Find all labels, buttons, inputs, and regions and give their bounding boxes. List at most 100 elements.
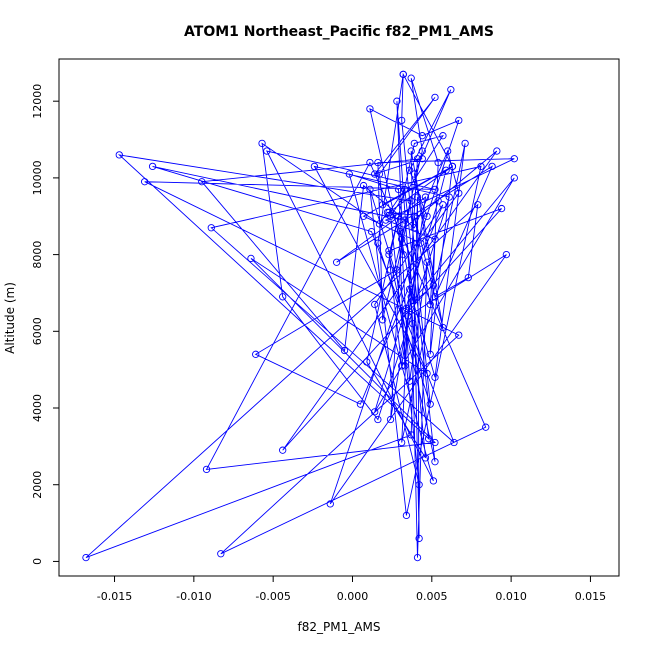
data-point (378, 316, 387, 324)
data-point (431, 438, 439, 447)
data-point (386, 266, 395, 274)
data-point (488, 162, 496, 171)
data-point (510, 155, 518, 163)
data-point (217, 550, 225, 558)
data-point (455, 331, 463, 339)
data-point (418, 147, 426, 155)
data-point (310, 162, 319, 171)
data-point (444, 147, 452, 155)
data-point (394, 212, 403, 220)
data-point (415, 481, 423, 489)
x-tick-label: 0.005 (416, 590, 448, 603)
data-point (497, 204, 506, 213)
data-point (455, 116, 463, 125)
data-point (450, 438, 458, 447)
data-point (198, 178, 206, 186)
data-point (148, 162, 157, 171)
data-point (429, 477, 438, 485)
data-point (429, 281, 438, 289)
data-point (279, 293, 287, 301)
data-point (439, 323, 447, 332)
data-point (398, 116, 406, 125)
data-point (385, 247, 393, 255)
plot-frame (58, 58, 620, 577)
x-axis: -0.015 -0.010 -0.005 0.000 0.005 0.010 0.015 (97, 575, 606, 603)
data-point (410, 224, 419, 232)
x-tick-label: -0.005 (255, 590, 290, 603)
data-point (442, 166, 450, 174)
data-point (374, 415, 382, 424)
data-point (398, 362, 406, 370)
data-point (448, 162, 457, 171)
x-tick-label: 0.010 (495, 590, 527, 603)
data-point (426, 400, 434, 408)
data-point (447, 86, 455, 94)
data-point (386, 212, 395, 220)
data-point (359, 181, 368, 190)
data-point (424, 435, 433, 443)
data-point (399, 70, 407, 78)
data-point (407, 74, 415, 82)
y-tick-label: 0 (31, 558, 44, 565)
data-point (367, 227, 376, 236)
data-point (366, 185, 374, 194)
data-point (356, 400, 365, 408)
data-point (477, 162, 485, 171)
data-point (423, 258, 431, 266)
y-axis: 0 2000 4000 6000 8000 10000 12000 (31, 84, 60, 565)
data-point (402, 304, 411, 312)
data-point (374, 158, 382, 167)
data-point (426, 350, 434, 358)
data-point (431, 458, 439, 466)
series-polyline (85, 72, 515, 559)
data-point (493, 147, 501, 155)
data-point (409, 319, 417, 328)
x-axis-label: f82_PM1_AMS (298, 620, 381, 634)
data-point (502, 250, 511, 259)
data-point (410, 139, 419, 148)
data-point (421, 454, 430, 462)
y-tick-label: 10000 (31, 160, 44, 195)
data-point (407, 431, 415, 439)
data-point (423, 212, 431, 220)
data-point (401, 216, 409, 224)
data-point (418, 132, 426, 140)
data-point (407, 197, 415, 205)
data-point (374, 239, 382, 247)
data-point (445, 193, 453, 201)
data-point (263, 147, 271, 155)
data-point (393, 97, 401, 105)
data-point (396, 227, 404, 236)
data-point (404, 312, 412, 320)
series-line (85, 72, 515, 559)
data-point (418, 155, 426, 163)
data-point (279, 446, 287, 454)
data-point (366, 158, 374, 167)
data-point (401, 362, 409, 370)
data-point (401, 185, 409, 194)
data-point (141, 178, 149, 186)
x-tick-label: -0.015 (97, 590, 132, 603)
x-tick-label: 0.000 (337, 590, 369, 603)
data-point (398, 235, 406, 243)
data-point (386, 415, 395, 424)
data-point (385, 250, 393, 259)
data-point (439, 132, 447, 140)
data-point (431, 293, 439, 301)
data-point (439, 201, 447, 209)
data-point (332, 258, 341, 266)
data-point (115, 151, 123, 159)
data-point (464, 273, 472, 282)
data-point (247, 254, 255, 263)
data-point (482, 423, 490, 431)
data-point (371, 300, 379, 309)
data-point (326, 500, 334, 508)
y-tick-label: 2000 (31, 471, 44, 499)
data-point (405, 285, 414, 293)
data-point (398, 438, 406, 447)
data-point (405, 377, 414, 385)
data-point (345, 170, 353, 178)
data-point (375, 170, 384, 178)
data-point (399, 250, 407, 259)
